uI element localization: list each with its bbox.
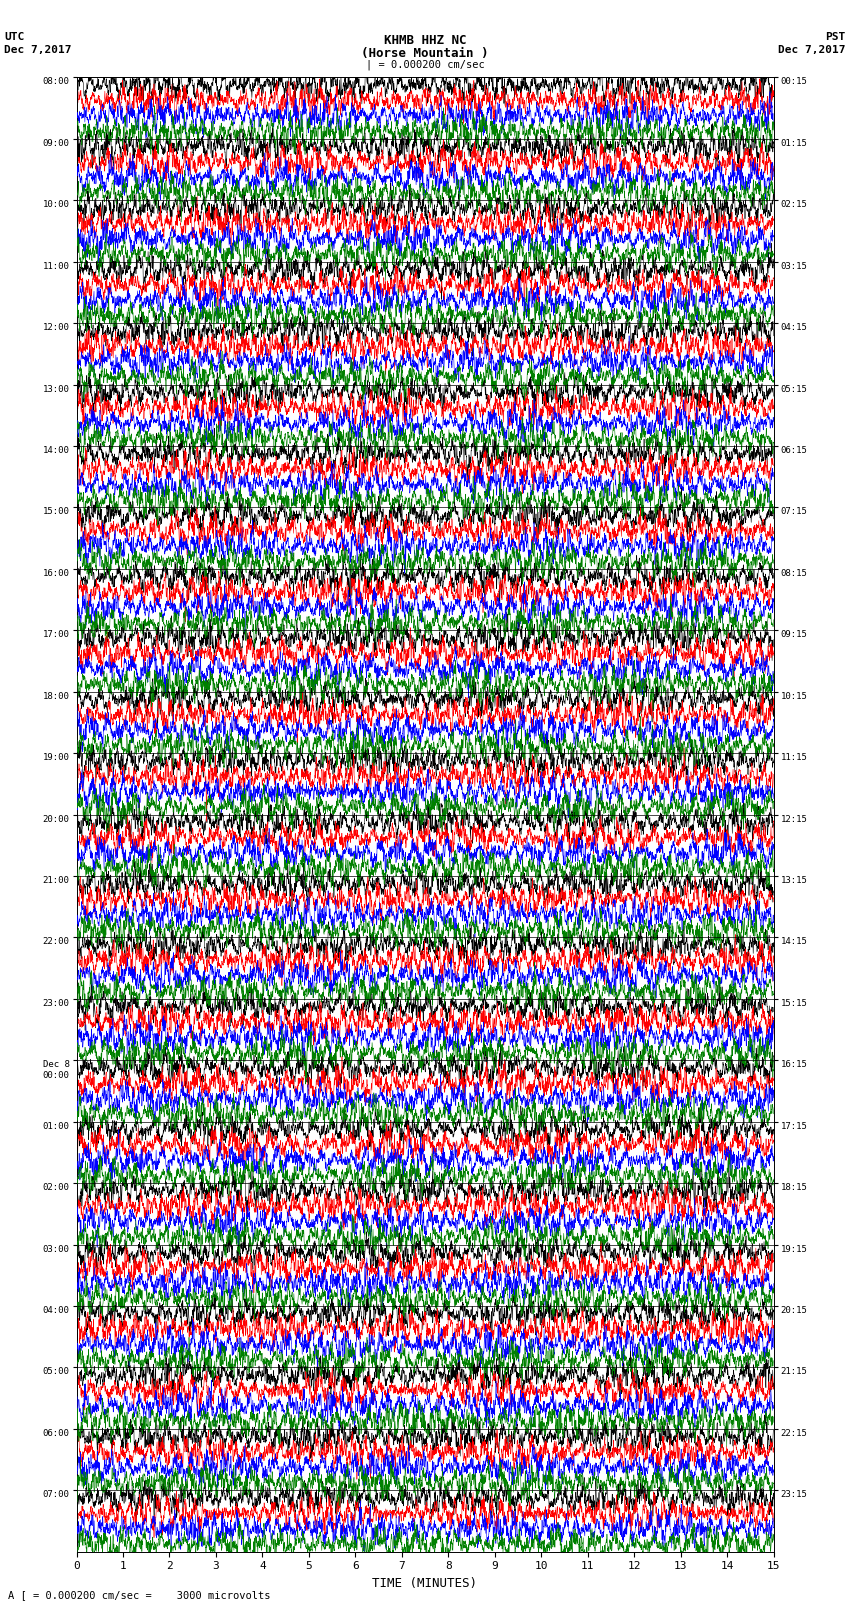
X-axis label: TIME (MINUTES): TIME (MINUTES) — [372, 1578, 478, 1590]
Text: UTC: UTC — [4, 32, 25, 42]
Text: Dec 7,2017: Dec 7,2017 — [4, 45, 71, 55]
Text: PST: PST — [825, 32, 846, 42]
Text: | = 0.000200 cm/sec: | = 0.000200 cm/sec — [366, 60, 484, 71]
Text: A [ = 0.000200 cm/sec =    3000 microvolts: A [ = 0.000200 cm/sec = 3000 microvolts — [8, 1590, 271, 1600]
Text: (Horse Mountain ): (Horse Mountain ) — [361, 47, 489, 60]
Text: Dec 7,2017: Dec 7,2017 — [779, 45, 846, 55]
Text: KHMB HHZ NC: KHMB HHZ NC — [383, 34, 467, 47]
